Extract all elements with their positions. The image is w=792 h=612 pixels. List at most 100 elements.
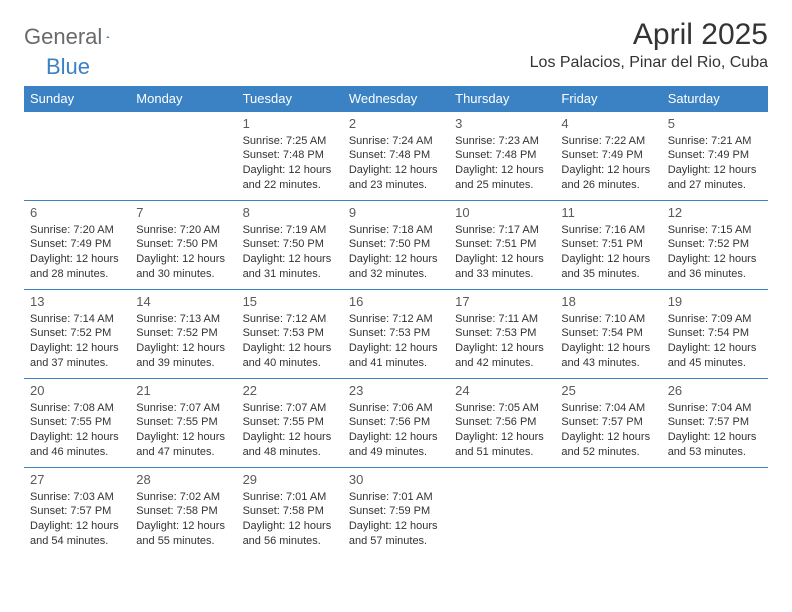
day-cell [24,112,130,201]
daylight-line: Daylight: 12 hours and 39 minutes. [136,341,230,371]
day-cell: 9Sunrise: 7:18 AMSunset: 7:50 PMDaylight… [343,201,449,290]
sunrise-line: Sunrise: 7:04 AM [561,401,655,416]
sunset-line: Sunset: 7:56 PM [349,415,443,430]
daylight-line: Daylight: 12 hours and 49 minutes. [349,430,443,460]
day-number: 18 [561,293,655,311]
daylight-line: Daylight: 12 hours and 46 minutes. [30,430,124,460]
sunset-line: Sunset: 7:50 PM [136,237,230,252]
col-monday: Monday [130,86,236,112]
day-number: 22 [243,382,337,400]
sunset-line: Sunset: 7:49 PM [561,148,655,163]
day-number: 13 [30,293,124,311]
sunrise-line: Sunrise: 7:06 AM [349,401,443,416]
day-content: 8Sunrise: 7:19 AMSunset: 7:50 PMDaylight… [237,201,343,288]
day-number: 24 [455,382,549,400]
day-cell: 7Sunrise: 7:20 AMSunset: 7:50 PMDaylight… [130,201,236,290]
daylight-line: Daylight: 12 hours and 28 minutes. [30,252,124,282]
sunrise-line: Sunrise: 7:10 AM [561,312,655,327]
daylight-line: Daylight: 12 hours and 33 minutes. [455,252,549,282]
sunset-line: Sunset: 7:50 PM [243,237,337,252]
day-number: 1 [243,115,337,133]
sunset-line: Sunset: 7:53 PM [243,326,337,341]
week-row: 13Sunrise: 7:14 AMSunset: 7:52 PMDayligh… [24,290,768,379]
day-cell: 30Sunrise: 7:01 AMSunset: 7:59 PMDayligh… [343,468,449,557]
day-cell: 3Sunrise: 7:23 AMSunset: 7:48 PMDaylight… [449,112,555,201]
day-content: 14Sunrise: 7:13 AMSunset: 7:52 PMDayligh… [130,290,236,377]
col-sunday: Sunday [24,86,130,112]
sunrise-line: Sunrise: 7:20 AM [136,223,230,238]
day-content: 25Sunrise: 7:04 AMSunset: 7:57 PMDayligh… [555,379,661,466]
daylight-line: Daylight: 12 hours and 51 minutes. [455,430,549,460]
day-content: 3Sunrise: 7:23 AMSunset: 7:48 PMDaylight… [449,112,555,199]
daylight-line: Daylight: 12 hours and 56 minutes. [243,519,337,549]
day-content: 28Sunrise: 7:02 AMSunset: 7:58 PMDayligh… [130,468,236,555]
day-content: 23Sunrise: 7:06 AMSunset: 7:56 PMDayligh… [343,379,449,466]
day-number: 2 [349,115,443,133]
daylight-line: Daylight: 12 hours and 40 minutes. [243,341,337,371]
day-content: 30Sunrise: 7:01 AMSunset: 7:59 PMDayligh… [343,468,449,555]
daylight-line: Daylight: 12 hours and 41 minutes. [349,341,443,371]
sunset-line: Sunset: 7:53 PM [455,326,549,341]
day-cell: 23Sunrise: 7:06 AMSunset: 7:56 PMDayligh… [343,379,449,468]
sunrise-line: Sunrise: 7:21 AM [668,134,762,149]
day-cell: 5Sunrise: 7:21 AMSunset: 7:49 PMDaylight… [662,112,768,201]
daylight-line: Daylight: 12 hours and 55 minutes. [136,519,230,549]
col-tuesday: Tuesday [237,86,343,112]
sunrise-line: Sunrise: 7:07 AM [243,401,337,416]
daylight-line: Daylight: 12 hours and 25 minutes. [455,163,549,193]
sunrise-line: Sunrise: 7:18 AM [349,223,443,238]
daylight-line: Daylight: 12 hours and 37 minutes. [30,341,124,371]
day-number: 9 [349,204,443,222]
day-content: 4Sunrise: 7:22 AMSunset: 7:49 PMDaylight… [555,112,661,199]
sunset-line: Sunset: 7:57 PM [30,504,124,519]
day-number: 25 [561,382,655,400]
sunset-line: Sunset: 7:55 PM [243,415,337,430]
day-cell [130,112,236,201]
sunrise-line: Sunrise: 7:24 AM [349,134,443,149]
week-row: 1Sunrise: 7:25 AMSunset: 7:48 PMDaylight… [24,112,768,201]
logo-text-blue: Blue [46,54,90,80]
day-cell [662,468,768,557]
day-content: 15Sunrise: 7:12 AMSunset: 7:53 PMDayligh… [237,290,343,377]
day-cell: 27Sunrise: 7:03 AMSunset: 7:57 PMDayligh… [24,468,130,557]
daylight-line: Daylight: 12 hours and 27 minutes. [668,163,762,193]
day-number: 21 [136,382,230,400]
sunrise-line: Sunrise: 7:25 AM [243,134,337,149]
col-friday: Friday [555,86,661,112]
daylight-line: Daylight: 12 hours and 36 minutes. [668,252,762,282]
sunset-line: Sunset: 7:51 PM [455,237,549,252]
day-number: 23 [349,382,443,400]
sunset-line: Sunset: 7:57 PM [561,415,655,430]
day-cell: 25Sunrise: 7:04 AMSunset: 7:57 PMDayligh… [555,379,661,468]
daylight-line: Daylight: 12 hours and 47 minutes. [136,430,230,460]
day-number: 6 [30,204,124,222]
day-number: 20 [30,382,124,400]
daylight-line: Daylight: 12 hours and 23 minutes. [349,163,443,193]
sunrise-line: Sunrise: 7:11 AM [455,312,549,327]
day-cell: 6Sunrise: 7:20 AMSunset: 7:49 PMDaylight… [24,201,130,290]
day-content: 16Sunrise: 7:12 AMSunset: 7:53 PMDayligh… [343,290,449,377]
sunset-line: Sunset: 7:59 PM [349,504,443,519]
sunset-line: Sunset: 7:52 PM [668,237,762,252]
day-content: 26Sunrise: 7:04 AMSunset: 7:57 PMDayligh… [662,379,768,466]
sunset-line: Sunset: 7:55 PM [30,415,124,430]
day-content: 19Sunrise: 7:09 AMSunset: 7:54 PMDayligh… [662,290,768,377]
day-content: 21Sunrise: 7:07 AMSunset: 7:55 PMDayligh… [130,379,236,466]
day-cell: 12Sunrise: 7:15 AMSunset: 7:52 PMDayligh… [662,201,768,290]
daylight-line: Daylight: 12 hours and 26 minutes. [561,163,655,193]
day-cell: 2Sunrise: 7:24 AMSunset: 7:48 PMDaylight… [343,112,449,201]
daylight-line: Daylight: 12 hours and 42 minutes. [455,341,549,371]
sunrise-line: Sunrise: 7:19 AM [243,223,337,238]
day-content: 11Sunrise: 7:16 AMSunset: 7:51 PMDayligh… [555,201,661,288]
month-title: April 2025 [530,18,768,52]
day-number: 27 [30,471,124,489]
sunset-line: Sunset: 7:57 PM [668,415,762,430]
day-number: 11 [561,204,655,222]
sunset-line: Sunset: 7:48 PM [455,148,549,163]
day-content: 12Sunrise: 7:15 AMSunset: 7:52 PMDayligh… [662,201,768,288]
day-cell: 19Sunrise: 7:09 AMSunset: 7:54 PMDayligh… [662,290,768,379]
sunrise-line: Sunrise: 7:12 AM [243,312,337,327]
title-block: April 2025 Los Palacios, Pinar del Rio, … [530,18,768,72]
sunset-line: Sunset: 7:55 PM [136,415,230,430]
col-thursday: Thursday [449,86,555,112]
